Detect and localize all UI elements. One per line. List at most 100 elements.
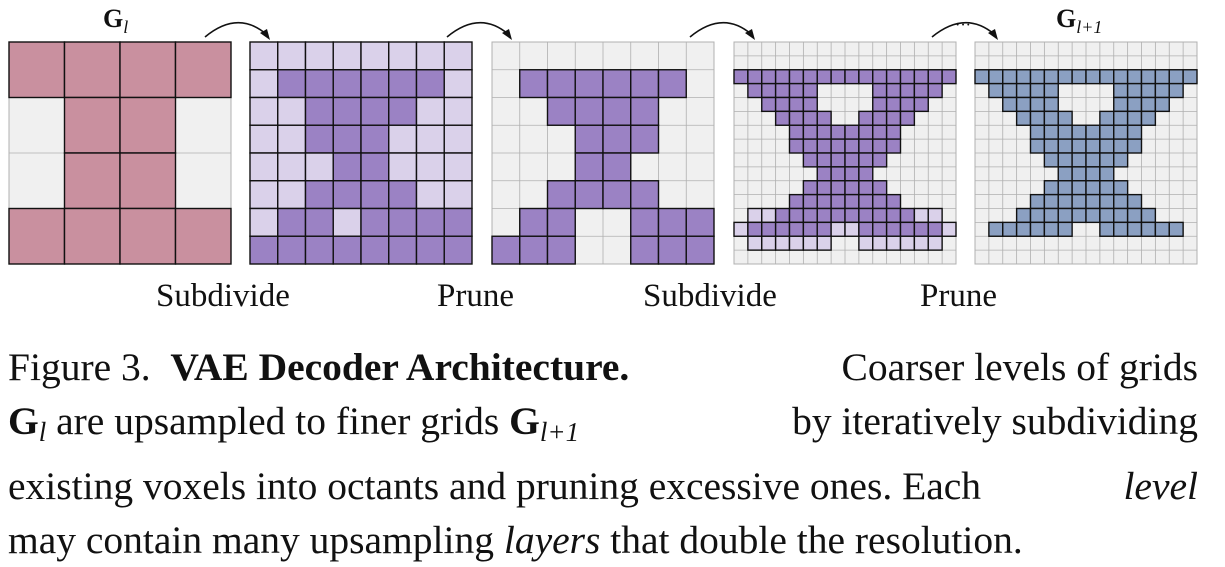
subdivided-fine-grid-cell [761,82,777,99]
final-grid-cell [1043,180,1059,196]
subdivided-grid-cell [332,41,362,71]
subdivided-fine-grid-cell [830,69,846,85]
final-grid-cell [1168,69,1184,85]
final-grid-cell [1071,152,1087,168]
final-grid-cell [988,69,1004,85]
subdivided-fine-grid-cell [761,69,777,85]
final-grid-cell [1085,124,1101,140]
subdivided-grid-cell [277,207,307,237]
final-grid-cell [1029,110,1046,126]
final-grid-cell [1154,96,1170,113]
final-grid-cell [1029,82,1046,99]
subdivided-fine-grid-cell [844,166,860,182]
subdivided-fine-grid-cell [830,180,846,196]
subdivided-fine-grid-cell [858,110,874,126]
final-grid-cell [1043,69,1059,85]
final-grid-cell [1043,152,1059,168]
caption-line-3: existing voxels into octants and pruning… [8,459,1198,513]
subdivided-fine-grid-cell [885,124,902,140]
subdivided-grid-cell [360,207,390,237]
subdivided-fine-grid-cell [816,193,832,210]
prune-label-2: Prune [920,278,997,314]
subdivided-fine-grid-cell [802,138,818,154]
subdivided-fine-grid-cell [802,69,818,85]
final-grid-cell [1099,207,1115,224]
step-arrow [446,21,509,38]
level-word: level [1123,464,1198,508]
subdivided-fine-grid-cell [788,235,805,251]
final-grid-cell [1113,82,1129,99]
final-grid-cell [1099,138,1115,154]
subdivided-grid-cell [332,124,362,154]
subdivided-fine-grid-cell [802,207,818,224]
subdivided-fine-grid-cell [774,207,791,224]
subdivided-fine-grid-cell [830,124,846,140]
subdivided-grid-cell [388,152,418,182]
final-grid-cell [1057,221,1073,237]
final-grid-cell [1099,124,1115,140]
final-grid-cell [1126,96,1143,113]
subdivided-fine-grid-cell [913,82,929,99]
subdivided-grid-cell [388,180,418,210]
subdivided-fine-grid-cell [788,82,805,99]
pruned-grid-cell [546,96,576,126]
subdivided-fine-grid-cell [844,138,860,154]
figure-diagram: ··· Gl Gl+1 Subdivide Prune Subdivide Pr… [8,4,1198,314]
pruned-grid-cell [574,124,604,154]
final-grid-cell [1029,96,1046,113]
coarse-grid-cell [119,96,177,154]
caption-line-2: Gl are upsampled to finer grids Gl+1 by … [8,399,1198,447]
subdivided-grid-cell [304,207,334,237]
subdivided-fine-grid-cell [899,110,916,126]
subdivided-grid-cell [388,235,418,265]
final-grid-cell [1182,69,1198,85]
subdivided-fine-grid-cell [913,235,929,251]
final-grid-cell [1057,166,1073,182]
subdivided-fine-grid-cell [802,221,818,237]
subdivided-grid-cell [388,96,418,126]
final-grid-cell [974,69,990,85]
subdivided-grid-cell [304,69,334,99]
subdivided-grid-cell [443,41,473,71]
final-grid-cell [1071,69,1087,85]
subdivided-fine-grid-cell [788,207,805,224]
final-grid-cell [1099,166,1115,182]
subdivided-grid-cell [360,124,390,154]
final-grid-cell [1002,96,1018,113]
subdivided-fine-grid-cell [761,235,777,251]
final-grid-cell [1113,138,1129,154]
subdivided-fine-grid-cell [844,180,860,196]
subdivided-fine-grid-cell [872,221,888,237]
subdivided-fine-grid-cell [858,166,874,182]
grid-panels: ··· [8,17,1198,265]
final-grid-cell [1113,69,1129,85]
subdivided-grid-cell [304,124,334,154]
final-grid-cell [1071,193,1087,210]
final-grid-cell [1154,221,1170,237]
final-grid-cell [1085,69,1101,85]
final-grid-cell [1043,193,1059,210]
subdivided-fine-grid-cell [844,152,860,168]
subdivided-fine-grid-cell [747,69,763,85]
coarse-grid-cell [63,41,121,99]
subdivided-grid-cell [415,180,445,210]
subdivided-fine-grid-cell [844,193,860,210]
subdivided-fine-grid-cell [774,82,791,99]
final-grid-cell [1113,207,1129,224]
pruned-grid-cell [546,180,576,210]
pruned-grid-cell [630,207,660,237]
step-arrow [931,21,995,38]
subdivided-fine-grid-cell [816,207,832,224]
final-grid-cell [1057,193,1073,210]
subdivided-fine-grid-cell [885,82,902,99]
subdivided-fine-grid-cell [816,69,832,85]
final-grid-cell [1043,124,1059,140]
subdivided-grid-cell [388,41,418,71]
subdivided-fine-grid-cell [802,82,818,99]
subdivided-fine-grid-cell [885,235,902,251]
subdivided-grid-cell [277,180,307,210]
subdivided-fine-grid-cell [941,221,957,237]
final-grid-cell [1085,180,1101,196]
final-grid-cell [1015,82,1032,99]
subdivided-grid-cell [443,207,473,237]
